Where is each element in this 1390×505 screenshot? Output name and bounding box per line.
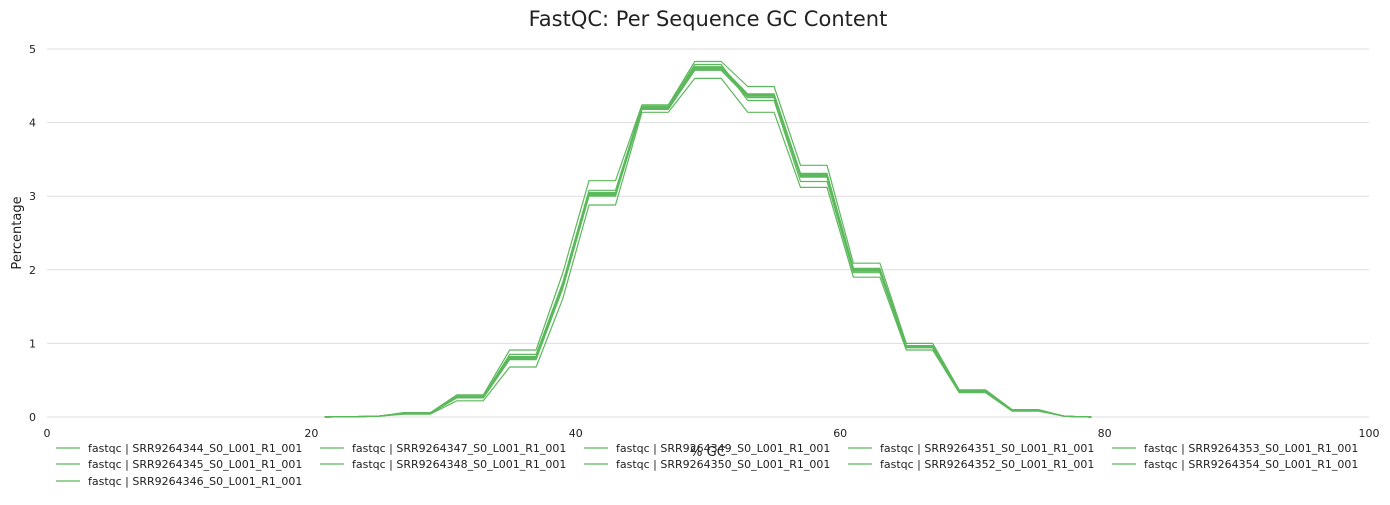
series-line <box>324 68 1092 418</box>
series-line <box>324 66 1092 418</box>
series-line <box>324 66 1092 418</box>
legend-item: fastqc | SRR9264347_S0_L001_R1_001 <box>320 442 566 455</box>
y-tick-label: 5 <box>29 43 36 56</box>
y-tick-label: 0 <box>29 411 36 424</box>
series-line <box>324 77 1092 418</box>
legend-label: fastqc | SRR9264344_S0_L001_R1_001 <box>88 442 302 455</box>
x-tick-label: 0 <box>44 427 51 440</box>
y-tick-label: 2 <box>29 264 36 277</box>
x-tick-label: 40 <box>569 427 583 440</box>
y-tick-label: 1 <box>29 337 36 350</box>
series-line <box>324 60 1092 418</box>
series-line <box>324 67 1092 418</box>
x-tick-label: 100 <box>1359 427 1380 440</box>
legend-label: fastqc | SRR9264349_S0_L001_R1_001 <box>616 442 830 455</box>
series-lines <box>324 60 1092 418</box>
grid-lines <box>47 48 1369 418</box>
legend-label: fastqc | SRR9264346_S0_L001_R1_001 <box>88 475 302 488</box>
y-tick-label: 4 <box>29 117 36 130</box>
legend-item: fastqc | SRR9264350_S0_L001_R1_001 <box>584 458 830 471</box>
x-axis-label: % GC <box>690 445 726 460</box>
series-line <box>324 68 1092 418</box>
legend-item: fastqc | SRR9264349_S0_L001_R1_001 <box>584 442 830 455</box>
legend-label: fastqc | SRR9264354_S0_L001_R1_001 <box>1144 458 1358 471</box>
y-axis-ticks: 0 1 2 3 4 5 <box>29 43 36 424</box>
legend-label: fastqc | SRR9264353_S0_L001_R1_001 <box>1144 442 1358 455</box>
legend-label: fastqc | SRR9264347_S0_L001_R1_001 <box>352 442 566 455</box>
x-tick-label: 20 <box>304 427 318 440</box>
series-line <box>324 68 1092 418</box>
legend-item: fastqc | SRR9264352_S0_L001_R1_001 <box>848 458 1094 471</box>
x-tick-label: 80 <box>1098 427 1112 440</box>
legend: fastqc | SRR9264344_S0_L001_R1_001fastqc… <box>56 442 1358 488</box>
legend-item: fastqc | SRR9264345_S0_L001_R1_001 <box>56 458 302 471</box>
legend-label: fastqc | SRR9264350_S0_L001_R1_001 <box>616 458 830 471</box>
legend-item: fastqc | SRR9264354_S0_L001_R1_001 <box>1112 458 1358 471</box>
legend-item: fastqc | SRR9264346_S0_L001_R1_001 <box>56 475 302 488</box>
x-tick-label: 60 <box>833 427 847 440</box>
legend-item: fastqc | SRR9264344_S0_L001_R1_001 <box>56 442 302 455</box>
legend-item: fastqc | SRR9264351_S0_L001_R1_001 <box>848 442 1094 455</box>
chart-title: FastQC: Per Sequence GC Content <box>529 7 888 31</box>
x-axis-ticks: 0 20 40 60 80 100 <box>44 427 1380 440</box>
series-line <box>324 69 1092 418</box>
legend-label: fastqc | SRR9264348_S0_L001_R1_001 <box>352 458 566 471</box>
legend-item: fastqc | SRR9264348_S0_L001_R1_001 <box>320 458 566 471</box>
series-line <box>324 67 1092 418</box>
y-tick-label: 3 <box>29 190 36 203</box>
series-line <box>324 63 1092 418</box>
legend-label: fastqc | SRR9264345_S0_L001_R1_001 <box>88 458 302 471</box>
legend-label: fastqc | SRR9264351_S0_L001_R1_001 <box>880 442 1094 455</box>
legend-label: fastqc | SRR9264352_S0_L001_R1_001 <box>880 458 1094 471</box>
y-axis-label: Percentage <box>10 196 25 269</box>
legend-item: fastqc | SRR9264353_S0_L001_R1_001 <box>1112 442 1358 455</box>
